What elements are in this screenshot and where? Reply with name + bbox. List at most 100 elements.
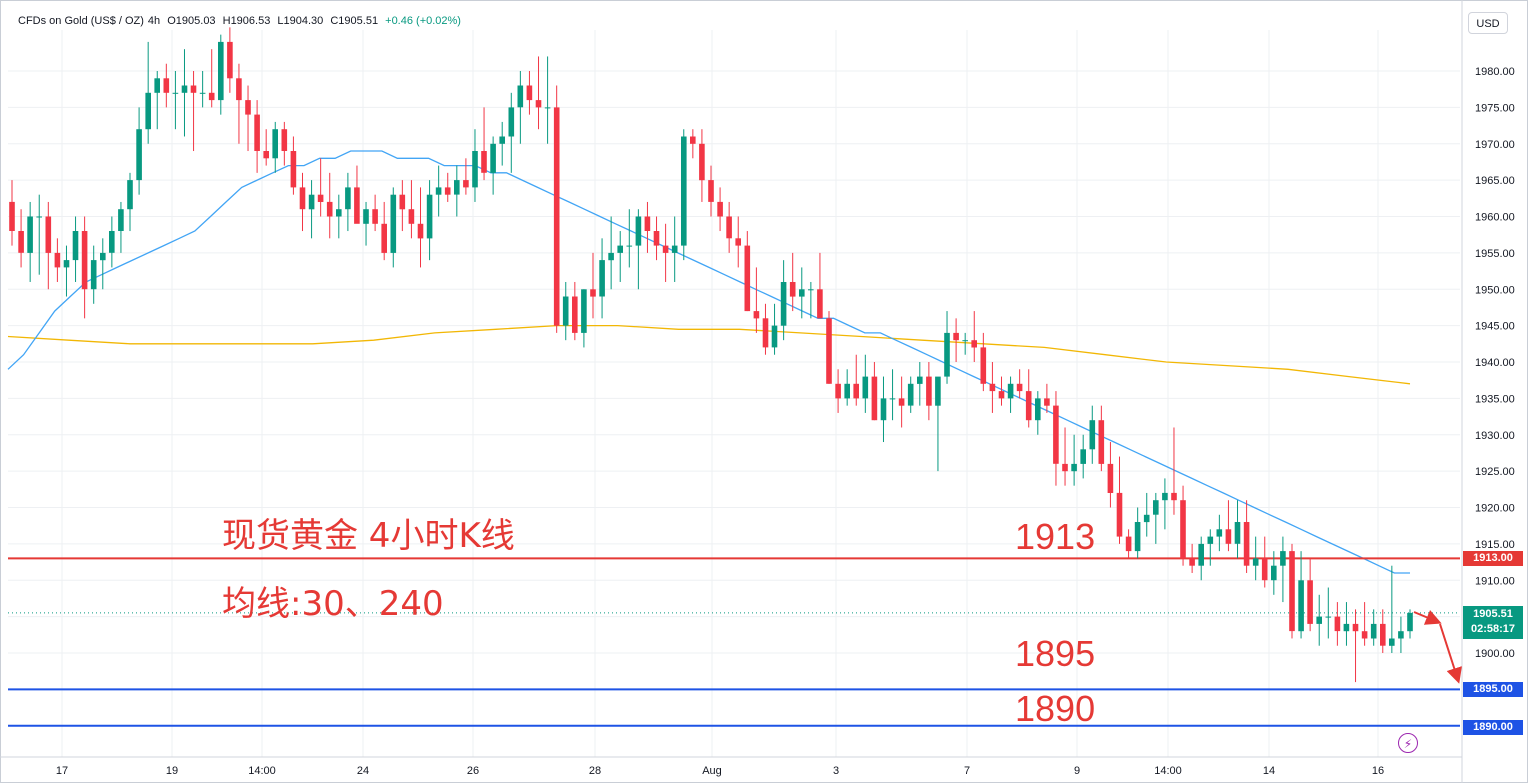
candle-body — [1343, 623, 1350, 632]
moving-average-30-line — [7, 150, 1410, 574]
legend-change: +0.46 (+0.02%) — [385, 15, 461, 27]
y-tick-label: 1965.00 — [1475, 175, 1515, 187]
y-tick-label: 1920.00 — [1475, 503, 1515, 515]
candle-body — [1134, 522, 1141, 552]
level-annotation-1890: 1890 — [1015, 688, 1096, 729]
candle-body — [1207, 536, 1214, 544]
candle-body — [1125, 536, 1132, 552]
last-price-tag: 1905.51 02:58:17 — [1463, 606, 1523, 639]
candle-body — [354, 187, 360, 224]
candle-body — [145, 92, 151, 130]
candle-body — [199, 92, 206, 94]
candle-body — [45, 216, 52, 253]
candle-body — [326, 201, 333, 217]
candle-body — [1252, 558, 1259, 566]
candle-body — [1316, 616, 1322, 624]
candle-body — [190, 85, 197, 93]
x-tick-label: 14:00 — [1154, 765, 1182, 777]
interval-label: 4h — [147, 15, 161, 27]
candle-body — [18, 231, 24, 253]
candle-body — [218, 41, 224, 101]
x-tick-label: 7 — [964, 765, 970, 777]
candle-body — [272, 129, 278, 159]
last-price-value: 1905.51 — [1473, 608, 1513, 620]
candle-body — [953, 332, 959, 341]
candle-body — [553, 107, 560, 326]
y-tick-label: 1950.00 — [1475, 284, 1515, 296]
candle-body — [127, 180, 133, 210]
candle-body — [1380, 623, 1386, 646]
candle-body — [771, 325, 778, 348]
candle-body — [90, 260, 97, 290]
candle-body — [1216, 529, 1223, 537]
candle-body — [599, 260, 605, 297]
candle-body — [1398, 631, 1404, 639]
candle-body — [1044, 398, 1050, 406]
candle-body — [109, 231, 115, 253]
moving-average-240-line — [7, 324, 1411, 385]
candle-body — [1389, 638, 1395, 646]
candle-body — [281, 129, 288, 151]
x-tick-label: 28 — [589, 765, 601, 777]
candle-body — [1080, 449, 1086, 464]
candle-body — [481, 151, 487, 173]
candle-body — [871, 376, 878, 421]
candle-body — [844, 383, 850, 399]
y-tick-label: 1930.00 — [1475, 430, 1515, 442]
price-tag-1895: 1895.00 — [1463, 682, 1523, 697]
x-tick-label: 3 — [833, 765, 839, 777]
candle-body — [744, 245, 751, 312]
x-tick-label: 17 — [56, 765, 68, 777]
candle-body — [1071, 463, 1077, 472]
candle-body — [1325, 616, 1332, 618]
candle-body — [381, 223, 387, 253]
candle-body — [989, 383, 996, 392]
y-tick-label: 1925.00 — [1475, 466, 1515, 478]
currency-button[interactable]: USD — [1468, 12, 1508, 34]
candle-body — [1107, 463, 1114, 493]
candle-body — [426, 194, 433, 239]
candle-body — [917, 376, 923, 384]
legend-high: H1906.53 — [222, 15, 271, 27]
candle-body — [499, 136, 505, 144]
candle-body — [1062, 463, 1068, 472]
candle-body — [1289, 551, 1295, 632]
moving-average-note: 均线:30、240 — [222, 584, 444, 624]
candle-body — [789, 282, 796, 297]
x-tick-label: 9 — [1074, 765, 1080, 777]
candle-body — [1053, 405, 1059, 464]
candle-body — [653, 231, 660, 246]
candle-body — [699, 143, 705, 181]
candle-body — [544, 107, 551, 109]
y-tick-label: 1960.00 — [1475, 212, 1515, 224]
candle-body — [590, 289, 596, 297]
candle-body — [208, 92, 215, 101]
candle-body — [1298, 580, 1304, 632]
candle-body — [1171, 492, 1177, 501]
candle-body — [172, 92, 179, 94]
candle-body — [36, 216, 42, 218]
candle-body — [308, 194, 315, 210]
candle-body — [717, 201, 723, 217]
x-tick-label: Aug — [702, 765, 722, 777]
candle-body — [980, 347, 987, 384]
x-tick-label: 24 — [357, 765, 369, 777]
candle-body — [1407, 612, 1413, 632]
candle-body — [417, 223, 424, 239]
x-tick-label: 19 — [166, 765, 178, 777]
candle-body — [399, 194, 406, 210]
legend-open: O1905.03 — [167, 15, 216, 27]
candle-body — [1089, 420, 1096, 450]
symbol-legend: CFDs on Gold (US$ / OZ) 4h O1905.03 H1906… — [18, 15, 465, 27]
candle-body — [363, 209, 369, 224]
y-tick-label: 1900.00 — [1475, 648, 1515, 660]
candle-body — [898, 398, 905, 406]
y-tick-label: 1935.00 — [1475, 393, 1515, 405]
candle-body — [681, 136, 687, 246]
candle-body — [880, 398, 887, 421]
lightning-bolt-icon[interactable]: ⚡ — [1398, 733, 1418, 753]
candle-body — [27, 216, 33, 253]
candle-body — [572, 296, 578, 333]
candle-body — [907, 383, 914, 406]
